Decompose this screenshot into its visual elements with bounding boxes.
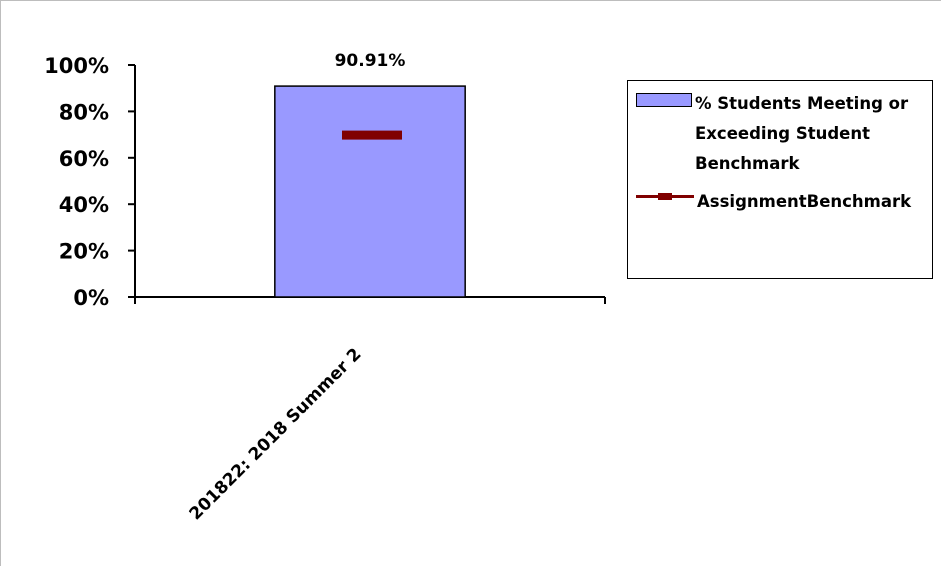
legend-label-benchmark: AssignmentBenchmark <box>697 192 912 211</box>
legend-item-students: % Students Meeting or Exceeding Student … <box>636 89 927 179</box>
legend-marker <box>658 193 672 200</box>
y-tick-label: 60% <box>59 147 109 171</box>
benchmark-markers <box>342 130 402 140</box>
legend-label-students: % Students Meeting or Exceeding Student … <box>695 94 909 173</box>
y-tick-label: 40% <box>59 193 109 217</box>
x-category-label: 201822: 2018 Summer 2 <box>186 344 366 524</box>
benchmark-marker <box>342 130 402 140</box>
y-tick-label: 0% <box>73 286 109 310</box>
y-tick-label: 100% <box>44 54 109 78</box>
y-tick-label: 80% <box>59 100 109 124</box>
legend: % Students Meeting or Exceeding Student … <box>627 80 933 279</box>
legend-item-benchmark: AssignmentBenchmark <box>636 187 937 217</box>
legend-swatch-bar-icon <box>636 93 692 107</box>
bars <box>274 85 466 298</box>
y-tick-label: 20% <box>59 240 109 264</box>
legend-swatch-line-icon <box>636 189 694 205</box>
bar <box>274 85 466 298</box>
data-label: 90.91% <box>335 51 406 71</box>
